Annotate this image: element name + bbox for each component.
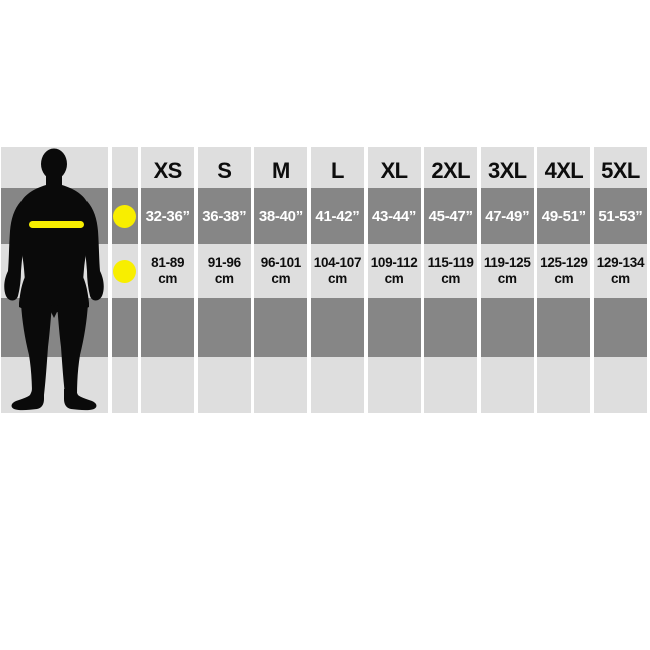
dot-cell-cm bbox=[111, 244, 138, 298]
empty-cell bbox=[424, 298, 478, 357]
inches-value: 38-40” bbox=[254, 188, 308, 244]
empty-cell bbox=[537, 298, 591, 357]
empty-cell bbox=[111, 357, 138, 413]
dot-column-header-cell bbox=[111, 147, 138, 188]
inches-value: 36-38” bbox=[197, 188, 251, 244]
empty-cell bbox=[537, 357, 591, 413]
empty-cell bbox=[197, 357, 251, 413]
cm-value: 109-112 cm bbox=[367, 244, 421, 298]
chest-measure-line bbox=[29, 221, 84, 228]
empty-cell bbox=[254, 357, 308, 413]
empty-cell bbox=[141, 357, 195, 413]
cm-range: 104-107 bbox=[313, 255, 362, 270]
size-header-2xl: 2XL bbox=[424, 147, 478, 188]
inches-value: 47-49” bbox=[480, 188, 534, 244]
chest-measure-dot-icon bbox=[113, 259, 137, 283]
cm-value: 115-119 cm bbox=[424, 244, 478, 298]
cm-value: 119-125 cm bbox=[480, 244, 534, 298]
size-header-xl: XL bbox=[367, 147, 421, 188]
cm-range: 119-125 bbox=[483, 255, 531, 270]
inches-value: 41-42” bbox=[310, 188, 364, 244]
size-header-l: L bbox=[310, 147, 364, 188]
cm-unit: cm bbox=[158, 271, 178, 286]
cm-value: 96-101 cm bbox=[254, 244, 308, 298]
cm-range: 129-134 bbox=[596, 255, 645, 270]
male-silhouette bbox=[4, 148, 104, 411]
cm-value: 125-129 cm bbox=[537, 244, 591, 298]
cm-unit: cm bbox=[497, 271, 517, 286]
inches-value: 49-51” bbox=[537, 188, 591, 244]
empty-cell bbox=[111, 298, 138, 357]
cm-unit: cm bbox=[610, 271, 630, 286]
size-header-s: S bbox=[197, 147, 251, 188]
cm-unit: cm bbox=[554, 271, 574, 286]
cm-range: 91-96 bbox=[207, 255, 241, 270]
empty-cell bbox=[197, 298, 251, 357]
empty-cell bbox=[593, 357, 647, 413]
size-header-3xl: 3XL bbox=[480, 147, 534, 188]
cm-value: 129-134 cm bbox=[593, 244, 647, 298]
cm-value: 81-89 cm bbox=[141, 244, 195, 298]
cm-range: 96-101 bbox=[260, 255, 302, 270]
cm-unit: cm bbox=[441, 271, 461, 286]
empty-cell bbox=[593, 298, 647, 357]
dot-cell-inches bbox=[111, 188, 138, 244]
inches-value: 32-36” bbox=[141, 188, 195, 244]
size-header-xs: XS bbox=[141, 147, 195, 188]
inches-value: 45-47” bbox=[424, 188, 478, 244]
inches-value: 51-53” bbox=[593, 188, 647, 244]
size-header-m: M bbox=[254, 147, 308, 188]
size-header-4xl: 4XL bbox=[537, 147, 591, 188]
cm-range: 125-129 bbox=[540, 255, 588, 270]
empty-cell bbox=[367, 298, 421, 357]
empty-cell bbox=[141, 298, 195, 357]
chest-measure-dot-icon bbox=[113, 204, 137, 228]
empty-cell bbox=[424, 357, 478, 413]
cm-value: 104-107 cm bbox=[310, 244, 364, 298]
cm-range: 115-119 bbox=[427, 255, 474, 270]
empty-cell bbox=[480, 357, 534, 413]
empty-cell bbox=[310, 357, 364, 413]
inches-value: 43-44” bbox=[367, 188, 421, 244]
cm-value: 91-96 cm bbox=[197, 244, 251, 298]
cm-range: 109-112 bbox=[370, 255, 418, 270]
size-header-5xl: 5XL bbox=[593, 147, 647, 188]
cm-unit: cm bbox=[214, 271, 234, 286]
cm-unit: cm bbox=[384, 271, 404, 286]
cm-unit: cm bbox=[271, 271, 291, 286]
figure-column bbox=[1, 147, 108, 413]
cm-range: 81-89 bbox=[151, 255, 185, 270]
size-chart-table: XS 32-36” 81-89 cm S 36-38” 91-96 cm M 3… bbox=[1, 147, 647, 413]
empty-cell bbox=[480, 298, 534, 357]
empty-cell bbox=[310, 298, 364, 357]
empty-cell bbox=[254, 298, 308, 357]
empty-cell bbox=[367, 357, 421, 413]
cm-unit: cm bbox=[328, 271, 347, 286]
